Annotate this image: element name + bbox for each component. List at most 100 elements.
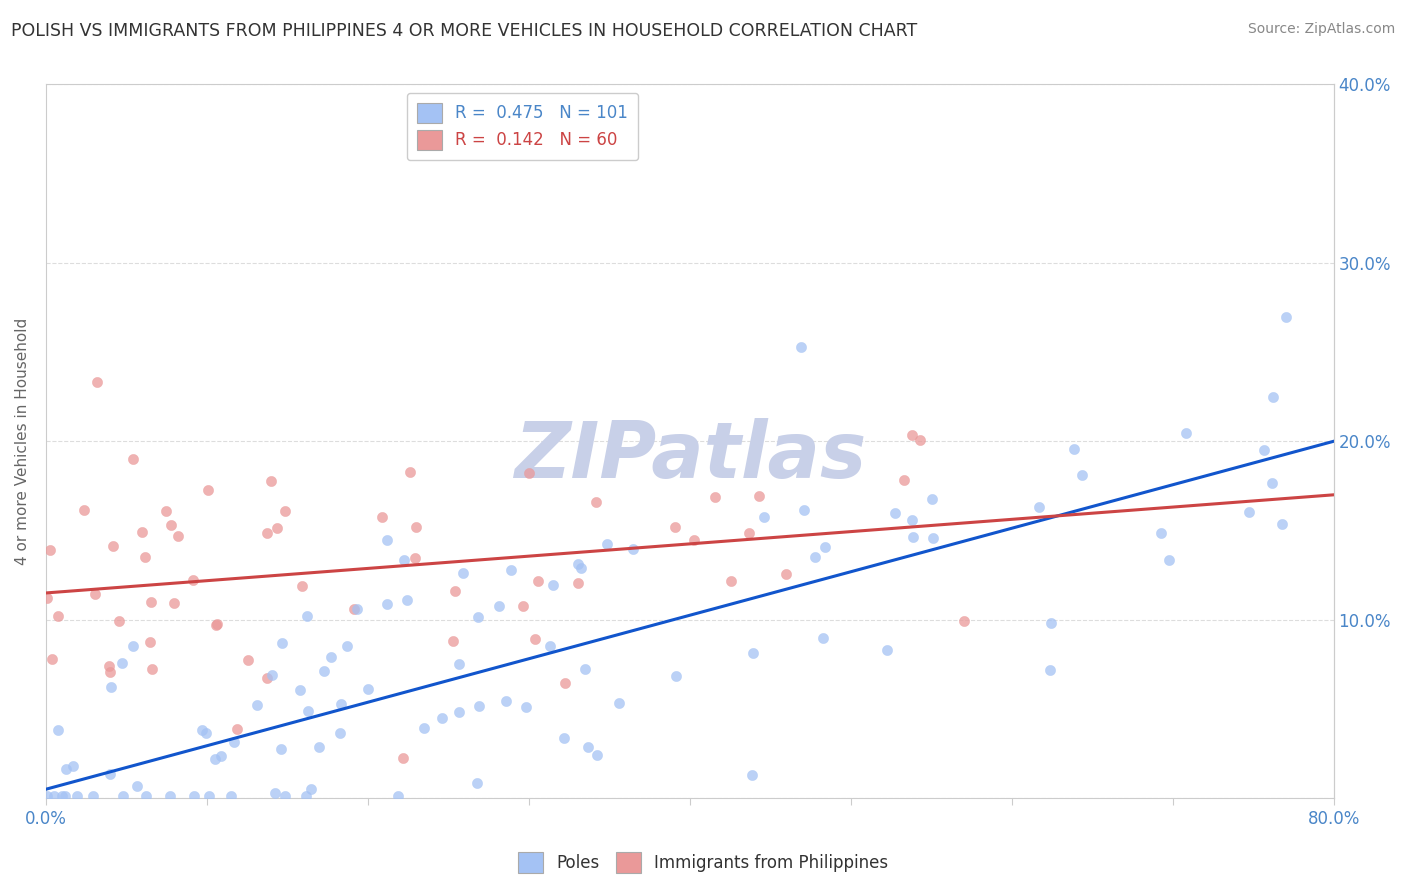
Point: [205, 617, 228, 632]
Point: [683, 533, 706, 548]
Point: [399, 465, 422, 479]
Point: [198, 789, 221, 804]
Point: [260, 474, 283, 488]
Point: [884, 506, 907, 520]
Point: [803, 550, 825, 565]
Point: [336, 639, 359, 653]
Point: [404, 550, 426, 565]
Point: [162, 596, 184, 610]
Point: [441, 633, 464, 648]
Point: [41, 651, 63, 665]
Point: [83, 587, 105, 601]
Point: [103, 539, 125, 553]
Point: [82, 789, 104, 804]
Point: [181, 573, 204, 587]
Point: [1028, 500, 1050, 514]
Point: [121, 639, 143, 653]
Point: [1263, 391, 1285, 405]
Point: [377, 533, 399, 547]
Point: [499, 563, 522, 577]
Point: [665, 669, 688, 683]
Point: [515, 699, 537, 714]
Point: [37, 789, 59, 804]
Point: [160, 517, 183, 532]
Point: [159, 789, 181, 804]
Point: [1159, 553, 1181, 567]
Legend: R =  0.475   N = 101, R =  0.142   N = 60: R = 0.475 N = 101, R = 0.142 N = 60: [406, 93, 638, 160]
Point: [55, 762, 77, 776]
Point: [737, 526, 759, 541]
Point: [100, 681, 122, 695]
Point: [266, 520, 288, 534]
Point: [526, 574, 548, 588]
Point: [775, 566, 797, 581]
Point: [51, 789, 73, 804]
Point: [893, 473, 915, 487]
Point: [868, 827, 890, 841]
Point: [405, 520, 427, 534]
Point: [274, 789, 297, 804]
Point: [245, 698, 267, 712]
Point: [53, 789, 76, 804]
Point: [125, 779, 148, 793]
Point: [1274, 310, 1296, 324]
Point: [444, 584, 467, 599]
Point: [46, 723, 69, 738]
Point: [704, 491, 727, 505]
Point: [226, 722, 249, 736]
Point: [321, 649, 343, 664]
Point: [574, 662, 596, 676]
Point: [1237, 505, 1260, 519]
Point: [139, 635, 162, 649]
Point: [260, 667, 283, 681]
Point: [467, 698, 489, 713]
Text: ZIPatlas: ZIPatlas: [513, 417, 866, 493]
Point: [39, 542, 62, 557]
Point: [224, 735, 246, 749]
Point: [387, 789, 409, 804]
Point: [793, 503, 815, 517]
Point: [295, 789, 318, 804]
Point: [488, 599, 510, 613]
Point: [209, 748, 232, 763]
Point: [97, 659, 120, 673]
Point: [430, 711, 453, 725]
Text: Source: ZipAtlas.com: Source: ZipAtlas.com: [1247, 22, 1395, 37]
Point: [953, 614, 976, 628]
Point: [901, 513, 924, 527]
Point: [465, 776, 488, 790]
Point: [357, 681, 380, 696]
Point: [343, 601, 366, 615]
Point: [595, 537, 617, 551]
Point: [112, 789, 135, 804]
Point: [121, 452, 143, 467]
Point: [1039, 616, 1062, 631]
Point: [139, 595, 162, 609]
Point: [44, 789, 66, 804]
Point: [748, 489, 770, 503]
Point: [183, 789, 205, 804]
Point: [569, 561, 592, 575]
Point: [538, 640, 561, 654]
Point: [467, 609, 489, 624]
Point: [329, 726, 352, 740]
Y-axis label: 4 or more Vehicles in Household: 4 or more Vehicles in Household: [15, 318, 30, 565]
Point: [135, 789, 157, 804]
Point: [922, 532, 945, 546]
Point: [543, 578, 565, 592]
Point: [413, 721, 436, 735]
Point: [609, 697, 631, 711]
Point: [741, 768, 763, 782]
Point: [447, 705, 470, 719]
Point: [903, 530, 925, 544]
Point: [664, 520, 686, 534]
Point: [1175, 425, 1198, 440]
Point: [264, 786, 287, 800]
Point: [66, 789, 89, 804]
Point: [197, 483, 219, 497]
Point: [155, 504, 177, 518]
Point: [290, 683, 312, 698]
Point: [291, 579, 314, 593]
Point: [741, 646, 763, 660]
Point: [371, 510, 394, 524]
